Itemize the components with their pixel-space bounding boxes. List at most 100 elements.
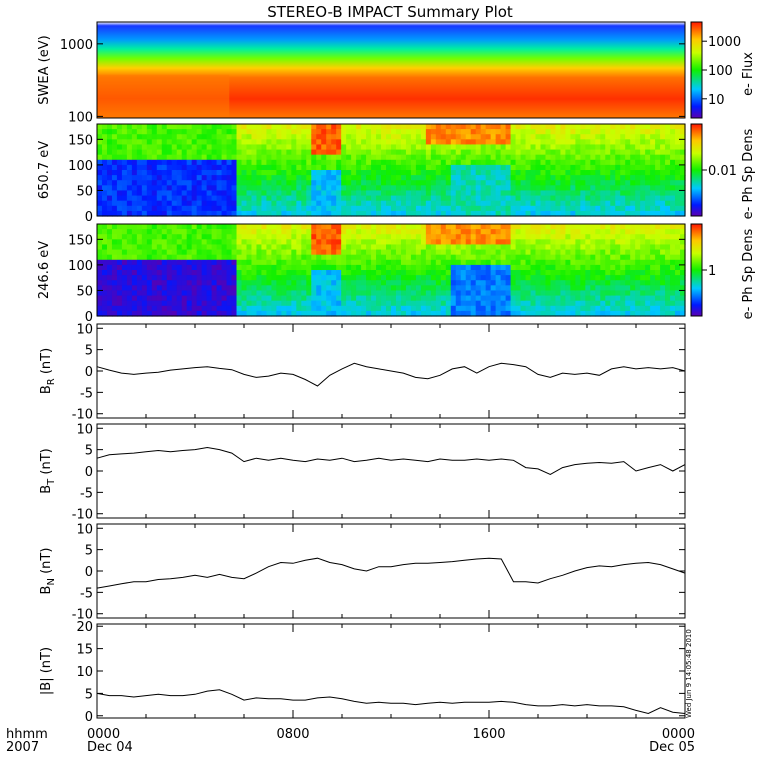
heatmap-cell (121, 149, 128, 156)
heatmap-cell (480, 244, 487, 251)
heatmap-cell (410, 300, 417, 307)
heatmap-cell (440, 224, 447, 230)
heatmap-cell (520, 244, 527, 251)
heatmap-cell (670, 190, 676, 197)
heatmap-cell (655, 239, 661, 246)
heatmap-cell (470, 305, 477, 312)
heatmap-cell (381, 195, 387, 202)
heatmap-cell (610, 300, 616, 307)
heatmap-cell (141, 229, 148, 235)
heatmap-cell (490, 205, 497, 212)
heatmap-cell (480, 305, 487, 312)
heatmap-cell (121, 305, 128, 312)
heatmap-cell (445, 295, 452, 302)
heatmap-cell (525, 205, 532, 212)
heatmap-cell (111, 185, 118, 192)
heatmap-cell (211, 134, 218, 140)
heatmap-cell (261, 254, 268, 261)
heatmap-cell (246, 159, 253, 166)
heatmap-cell (351, 229, 357, 235)
heatmap-cell (156, 210, 163, 217)
heatmap-cell (311, 224, 317, 230)
heatmap-cell (336, 154, 342, 161)
heatmap-cell (306, 170, 312, 176)
line-frame (96, 523, 686, 619)
heatmap-cell (530, 195, 537, 202)
heatmap-cell (415, 185, 422, 192)
heatmap-cell (420, 190, 427, 197)
heatmap-cell (351, 129, 357, 135)
heatmap-cell (410, 190, 417, 197)
heatmap-cell (101, 170, 108, 176)
heatmap-cell (445, 249, 452, 256)
heatmap-cell (565, 180, 571, 186)
heatmap-cell (475, 295, 482, 302)
heatmap-cell (410, 229, 417, 235)
heatmap-cell (146, 234, 153, 240)
heatmap-cell (256, 190, 263, 197)
heatmap-cell (520, 185, 527, 192)
heatmap-cell (296, 170, 302, 176)
heatmap-cell (440, 210, 447, 217)
heatmap-cell (535, 310, 542, 317)
heatmap-cell (530, 124, 537, 130)
heatmap-cell (376, 159, 382, 166)
heatmap-cell (166, 205, 173, 212)
heatmap-cell (246, 270, 253, 276)
heatmap-cell (635, 239, 641, 246)
heatmap-cell (341, 185, 347, 192)
heatmap-cell (555, 270, 562, 276)
heatmap-cell (455, 275, 462, 281)
heatmap-cell (291, 144, 297, 151)
heatmap-cell (630, 254, 636, 261)
heatmap-cell (490, 159, 497, 166)
heatmap-cell (455, 224, 462, 230)
heatmap-cell (430, 305, 437, 312)
heatmap-cell (525, 190, 532, 197)
heatmap-cell (141, 129, 148, 135)
heatmap-cell (97, 200, 103, 207)
heatmap-cell (675, 205, 681, 212)
heatmap-cell (236, 159, 243, 166)
heatmap-cell (655, 144, 661, 151)
heatmap-cell (660, 175, 666, 181)
heatmap-cell (675, 270, 681, 276)
heatmap-cell (400, 280, 407, 286)
heatmap-cell (405, 200, 412, 207)
heatmap-cell (585, 195, 591, 202)
heatmap-cell (236, 229, 243, 235)
heatmap-cell (475, 259, 482, 266)
heatmap-cell (141, 185, 148, 192)
heatmap-cell (101, 134, 108, 140)
heatmap-cell (580, 285, 586, 292)
heatmap-cell (635, 175, 641, 181)
heatmap-cell (565, 254, 571, 261)
heatmap-cell (391, 290, 397, 297)
heatmap-cell (635, 290, 641, 297)
heatmap-cell (281, 124, 287, 130)
heatmap-cell (540, 134, 547, 140)
heatmap-cell (116, 239, 123, 246)
heatmap-cell (530, 210, 537, 217)
heatmap-cell (470, 210, 477, 217)
heatmap-cell (156, 254, 163, 261)
heatmap-cell (425, 300, 432, 307)
heatmap-cell (515, 224, 522, 230)
heatmap-cell (296, 259, 302, 266)
heatmap-cell (296, 129, 302, 135)
heatmap-cell (425, 249, 432, 256)
heatmap-cell (640, 205, 646, 212)
heatmap-cell (386, 205, 392, 212)
heatmap-cell (580, 224, 586, 230)
heatmap-cell (221, 264, 228, 271)
heatmap-cell (585, 159, 591, 166)
heatmap-cell (420, 259, 427, 266)
heatmap-cell (520, 239, 527, 246)
heatmap-cell (241, 239, 248, 246)
heatmap-cell (520, 310, 527, 317)
heatmap-cell (336, 305, 342, 312)
heatmap-cell (306, 290, 312, 297)
heatmap-cell (181, 180, 188, 186)
heatmap-cell (670, 254, 676, 261)
heatmap-cell (595, 154, 601, 161)
